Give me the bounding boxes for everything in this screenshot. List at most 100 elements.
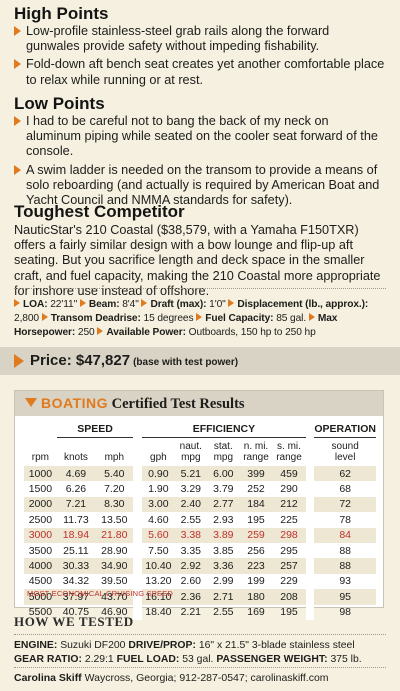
col-stat-line2: mpg: [213, 452, 234, 463]
high-points-list: Low-profile stainless-steel grab rails a…: [14, 24, 386, 88]
cell-mph: 21.80: [95, 527, 134, 543]
column-gap: [305, 496, 315, 513]
cell-sound-level: 84: [314, 527, 376, 543]
cell-knots: 18.94: [56, 527, 96, 543]
cell-naut-mpg: 3.35: [180, 544, 202, 557]
cell-smi-range: 290: [280, 483, 298, 496]
column-gap: [133, 481, 143, 497]
column-gap: [305, 481, 315, 497]
how-we-tested-text: ENGINE: Suzuki DF200 DRIVE/PROP: 16" x 2…: [14, 639, 386, 667]
spec-arrow-icon: [308, 313, 315, 321]
table-row: 4000 30.33 34.90 10.40 2.92 3.36 223 257 88: [24, 558, 376, 574]
column-gap: [305, 589, 315, 605]
col-gph: gph: [150, 452, 167, 463]
cell-nmi-range: 256: [247, 544, 265, 557]
bullet-arrow-icon: [14, 164, 21, 175]
prop-label: DRIVE/PROP:: [128, 640, 196, 651]
cell-nmi-range: 399: [239, 466, 273, 482]
cell-knots: 6.26: [65, 483, 87, 496]
cell-smi-range: 298: [272, 527, 306, 543]
cell-sound-level: 88: [339, 544, 351, 557]
how-we-tested-heading: HOW WE TESTED: [14, 614, 386, 635]
cell-rpm: 2500: [28, 513, 53, 526]
title-text: Certified Test Results: [108, 396, 245, 412]
test-results-panel: BOATING Certified Test Results SPEED EFF…: [14, 390, 384, 620]
cell-sound-level: 98: [339, 606, 351, 619]
cell-gph: 18.40: [145, 606, 172, 619]
price-note: (base with test power): [133, 357, 239, 368]
cell-gph: 16.10: [142, 589, 175, 605]
table-row: 2000 7.21 8.30 3.00 2.40 2.77 184 212 72: [24, 496, 376, 513]
cell-naut-mpg: 3.29: [180, 483, 202, 496]
spec-value: 250: [77, 327, 95, 338]
test-results-title: BOATING Certified Test Results: [41, 395, 245, 413]
prop-value: 16" x 21.5" 3-blade stainless steel: [198, 640, 355, 651]
cell-sound-level: 78: [339, 513, 351, 526]
spec-label: LOA:: [23, 299, 48, 310]
cell-rpm: 5500: [28, 606, 53, 619]
bullet-arrow-icon: [14, 116, 21, 126]
col-rpm: rpm: [31, 452, 49, 463]
cell-nmi-range: 199: [247, 575, 265, 588]
cell-nmi-range: 195: [247, 513, 265, 526]
competitor-heading: Toughest Competitor: [14, 202, 185, 221]
list-item-text: A swim ladder is needed on the transom t…: [26, 162, 380, 208]
passenger-weight-value: 375 lb.: [330, 654, 362, 665]
spec-value: 1'0": [209, 299, 226, 310]
table-row: 1000 4.69 5.40 0.90 5.21 6.00 399 459 62: [24, 466, 376, 482]
cell-mph: 28.90: [101, 544, 128, 557]
cell-rpm: 4000: [24, 558, 57, 574]
fuel-load-value: 53 gal.: [182, 654, 214, 665]
spec-label: Fuel Capacity:: [205, 313, 274, 324]
cell-stat-mpg: 3.79: [213, 483, 234, 496]
table-row: 3500 25.11 28.90 7.50 3.35 3.85 256 295 88: [24, 542, 376, 559]
cell-smi-range: 225: [280, 513, 298, 526]
test-results-table: SPEED EFFICIENCY OPERATION rpm knots mph…: [24, 423, 376, 620]
cell-mph: 34.90: [95, 558, 134, 574]
engine-value: Suzuki DF200: [60, 640, 126, 651]
cell-smi-range: 195: [280, 606, 298, 619]
col-stat-line1: stat.: [213, 441, 233, 452]
column-gap: [133, 496, 143, 513]
cell-rpm: 1000: [24, 466, 57, 482]
cell-naut-mpg: 2.40: [174, 496, 208, 513]
cruising-speed-note: MOST ECONOMICAL CRUISING SPEED: [27, 589, 174, 598]
cell-nmi-range: 184: [239, 496, 273, 513]
cell-naut-mpg: 2.60: [180, 575, 202, 588]
cell-smi-range: 295: [280, 544, 298, 557]
cell-mph: 8.30: [95, 496, 134, 513]
cell-knots: 30.33: [56, 558, 96, 574]
cell-sound-level: 68: [339, 483, 351, 496]
column-gap: [305, 542, 315, 559]
column-gap: [133, 604, 143, 620]
column-header-row: rpm knots mph gph naut. mpg stat. mpg n. m…: [24, 438, 376, 467]
list-item-text: Fold-down aft bench seat creates yet ano…: [26, 57, 385, 87]
spec-label: Max Horsepower:: [14, 313, 338, 338]
column-gap: [305, 466, 315, 482]
column-gap: [133, 527, 143, 543]
cell-stat-mpg: 2.77: [207, 496, 240, 513]
cell-stat-mpg: 2.93: [213, 513, 234, 526]
cell-knots: 40.75: [62, 606, 90, 619]
cell-sound-level: 93: [339, 575, 351, 588]
cell-nmi-range: 259: [239, 527, 273, 543]
price-arrow-icon: [14, 354, 24, 368]
list-item: Low-profile stainless-steel grab rails a…: [14, 24, 386, 54]
fuel-load-label: FUEL LOAD:: [116, 654, 180, 665]
cell-gph: 10.40: [142, 558, 175, 574]
list-item: A swim ladder is needed on the transom t…: [14, 163, 386, 209]
col-mph: mph: [104, 452, 125, 463]
bullet-arrow-icon: [14, 26, 21, 36]
cell-gph: 0.90: [142, 466, 175, 482]
cell-rpm: 1500: [28, 483, 53, 496]
cell-smi-range: 257: [272, 558, 306, 574]
cell-mph: 5.40: [95, 466, 134, 482]
spec-value: 8'4": [122, 299, 139, 310]
cell-stat-mpg: 3.85: [213, 544, 234, 557]
cell-smi-range: 212: [272, 496, 306, 513]
spec-value: 22'11": [50, 299, 78, 310]
cell-knots: 11.73: [63, 513, 89, 526]
cell-knots: 37.97: [56, 589, 96, 605]
high-points-section: High Points Low-profile stainless-steel …: [0, 4, 400, 91]
spec-label: Displacement (lb., approx.):: [237, 299, 369, 310]
